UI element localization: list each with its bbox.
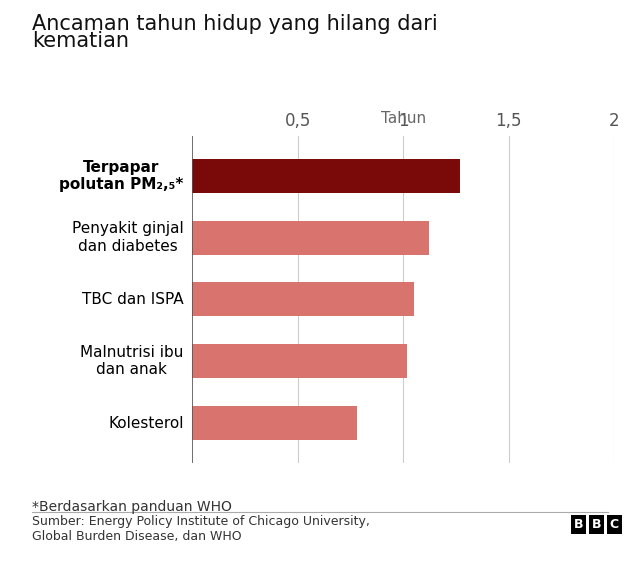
Text: Terpapar
polutan PM₂,₅*: Terpapar polutan PM₂,₅* (59, 159, 184, 192)
Bar (192, 282, 414, 316)
Text: C: C (610, 518, 619, 531)
Text: B: B (592, 518, 601, 531)
Text: TBC dan ISPA: TBC dan ISPA (82, 292, 184, 307)
Bar (192, 344, 408, 379)
Text: Kolesterol: Kolesterol (108, 416, 184, 431)
Bar (192, 220, 429, 255)
Text: B: B (574, 518, 583, 531)
Text: Ancaman tahun hidup yang hilang dari: Ancaman tahun hidup yang hilang dari (32, 14, 438, 34)
Text: kematian: kematian (32, 31, 129, 51)
Text: Penyakit ginjal
dan diabetes: Penyakit ginjal dan diabetes (72, 221, 184, 254)
Text: Sumber: Energy Policy Institute of Chicago University,: Sumber: Energy Policy Institute of Chica… (32, 515, 370, 528)
Text: Tahun: Tahun (381, 111, 426, 127)
Text: Malnutrisi ibu
dan anak: Malnutrisi ibu dan anak (80, 345, 184, 377)
Text: *Berdasarkan panduan WHO: *Berdasarkan panduan WHO (32, 500, 232, 514)
Bar (192, 159, 460, 193)
Bar (192, 406, 356, 440)
Text: Global Burden Disease, dan WHO: Global Burden Disease, dan WHO (32, 530, 242, 543)
